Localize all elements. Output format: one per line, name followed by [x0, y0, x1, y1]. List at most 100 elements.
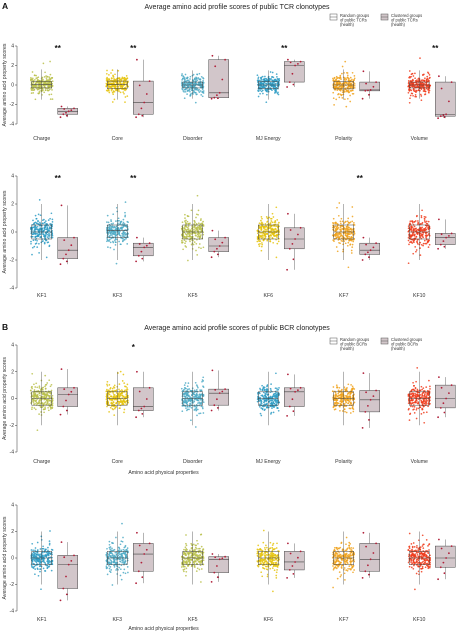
random-point — [263, 388, 266, 391]
random-point — [275, 86, 278, 89]
random-point — [108, 86, 110, 89]
category-label: Disorder — [183, 459, 203, 465]
clustered-point — [294, 390, 296, 393]
random-point — [115, 220, 117, 222]
y-tick-label: 4 — [11, 503, 14, 509]
random-point — [37, 88, 40, 90]
random-point — [48, 245, 51, 248]
random-point — [195, 79, 197, 81]
clustered-point — [138, 390, 141, 393]
random-point — [51, 402, 54, 405]
random-point — [422, 411, 425, 414]
random-point — [127, 401, 129, 404]
random-point — [270, 228, 273, 231]
random-point — [349, 94, 351, 97]
random-box — [107, 224, 128, 238]
random-point — [337, 389, 340, 392]
random-point — [31, 233, 34, 235]
clustered-point — [214, 389, 217, 391]
random-point — [32, 391, 35, 394]
random-point — [278, 393, 281, 396]
random-point — [413, 221, 415, 223]
clustered-point — [145, 398, 148, 400]
clustered-point — [67, 249, 70, 252]
random-point — [108, 567, 111, 570]
random-point — [415, 417, 418, 420]
random-point — [260, 78, 263, 81]
random-point — [45, 395, 48, 398]
random-point — [50, 93, 53, 96]
random-point — [186, 76, 189, 79]
clustered-point — [213, 96, 216, 99]
random-point — [420, 396, 423, 399]
clustered-point — [448, 235, 450, 237]
random-point — [119, 543, 122, 546]
random-point — [420, 214, 423, 217]
random-point — [34, 239, 37, 241]
random-point — [263, 227, 266, 230]
category-label: Core — [112, 459, 123, 465]
random-point — [343, 72, 345, 74]
clustered-point — [63, 108, 66, 110]
random-point — [117, 400, 120, 403]
clustered-point — [62, 113, 65, 116]
random-point — [184, 228, 187, 231]
random-point — [32, 401, 35, 404]
random-point — [126, 566, 129, 568]
group-kf6: KF6 — [256, 204, 305, 299]
random-point — [46, 564, 49, 567]
random-point — [118, 566, 121, 569]
random-point — [36, 541, 39, 544]
random-point — [416, 243, 419, 245]
clustered-box — [133, 80, 154, 115]
clustered-point — [65, 399, 67, 402]
random-point — [105, 398, 108, 401]
random-point — [48, 226, 51, 228]
random-point — [49, 223, 52, 225]
significance-marker: ** — [357, 174, 364, 183]
random-point — [202, 246, 205, 249]
random-point — [334, 399, 336, 402]
random-point — [46, 89, 49, 92]
random-point — [264, 233, 266, 235]
random-point — [198, 91, 201, 93]
clustered-point — [448, 392, 450, 394]
random-point — [194, 381, 197, 384]
group-kf1: **KF1 — [30, 174, 78, 299]
random-point — [410, 89, 413, 92]
clustered-point — [135, 416, 138, 419]
random-point — [333, 408, 336, 411]
random-point — [122, 237, 124, 240]
random-point — [108, 384, 111, 386]
random-point — [274, 228, 277, 231]
random-point — [127, 551, 129, 554]
random-point — [423, 88, 426, 91]
random-point — [198, 396, 201, 399]
random-point — [185, 226, 188, 228]
random-point — [409, 402, 412, 404]
random-point — [415, 227, 417, 230]
random-point — [336, 395, 339, 398]
random-point — [50, 383, 53, 386]
random-point — [260, 402, 263, 405]
category-label: KF10 — [413, 293, 426, 299]
random-point — [105, 89, 108, 92]
random-point — [123, 553, 126, 555]
random-point — [107, 561, 110, 564]
random-point — [269, 226, 272, 229]
random-point — [341, 388, 343, 391]
random-point — [121, 240, 124, 243]
random-point — [105, 565, 108, 568]
random-point — [110, 219, 112, 221]
random-point — [106, 405, 108, 408]
random-point — [187, 223, 190, 225]
random-point — [353, 87, 356, 89]
random-point — [114, 398, 116, 401]
random-point — [199, 389, 201, 391]
random-point — [411, 92, 414, 95]
clustered-box — [57, 555, 78, 589]
random-point — [114, 563, 117, 566]
random-point — [184, 213, 186, 216]
clustered-point — [65, 575, 67, 578]
random-point — [44, 228, 46, 231]
